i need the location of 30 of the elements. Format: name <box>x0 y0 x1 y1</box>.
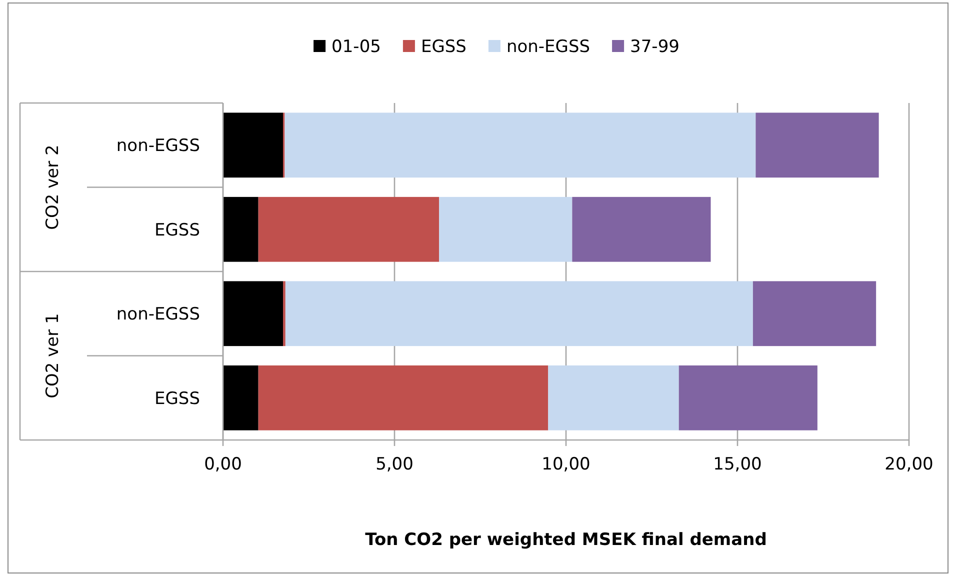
bar <box>284 112 756 178</box>
text: CO2 ver 1 <box>42 313 63 398</box>
y-tick-label: non-EGSS <box>116 136 200 156</box>
bar <box>223 281 284 346</box>
x-tick-label: 0,00 <box>204 454 242 474</box>
y-tick-label: EGSS <box>154 388 200 409</box>
legend-label: non-EGSS <box>506 36 590 57</box>
legend-label: EGSS <box>420 36 466 57</box>
bar <box>223 365 258 430</box>
text: CO2 ver 2 <box>42 144 63 230</box>
bar <box>439 196 572 262</box>
bar <box>572 196 711 262</box>
bar <box>285 281 753 346</box>
legend-label: 37-99 <box>630 36 680 57</box>
bar <box>258 196 440 262</box>
legend-label: 01-05 <box>332 36 381 57</box>
x-tick-label: 15,00 <box>713 454 762 474</box>
x-tick-label: 10,00 <box>542 454 590 474</box>
x-tick-label: 20,00 <box>884 454 934 474</box>
x-tick-label: 5,00 <box>376 454 414 474</box>
bar <box>678 365 818 430</box>
bar <box>223 112 284 178</box>
bar <box>223 196 258 262</box>
bar <box>548 365 679 430</box>
y-tick-label: non-EGSS <box>116 304 200 325</box>
bar <box>258 365 548 430</box>
bar <box>756 112 879 178</box>
bar <box>752 281 876 346</box>
y-tick-label: EGSS <box>154 220 200 240</box>
x-axis-title: Ton CO2 per weighted MSEK final demand <box>365 530 767 550</box>
